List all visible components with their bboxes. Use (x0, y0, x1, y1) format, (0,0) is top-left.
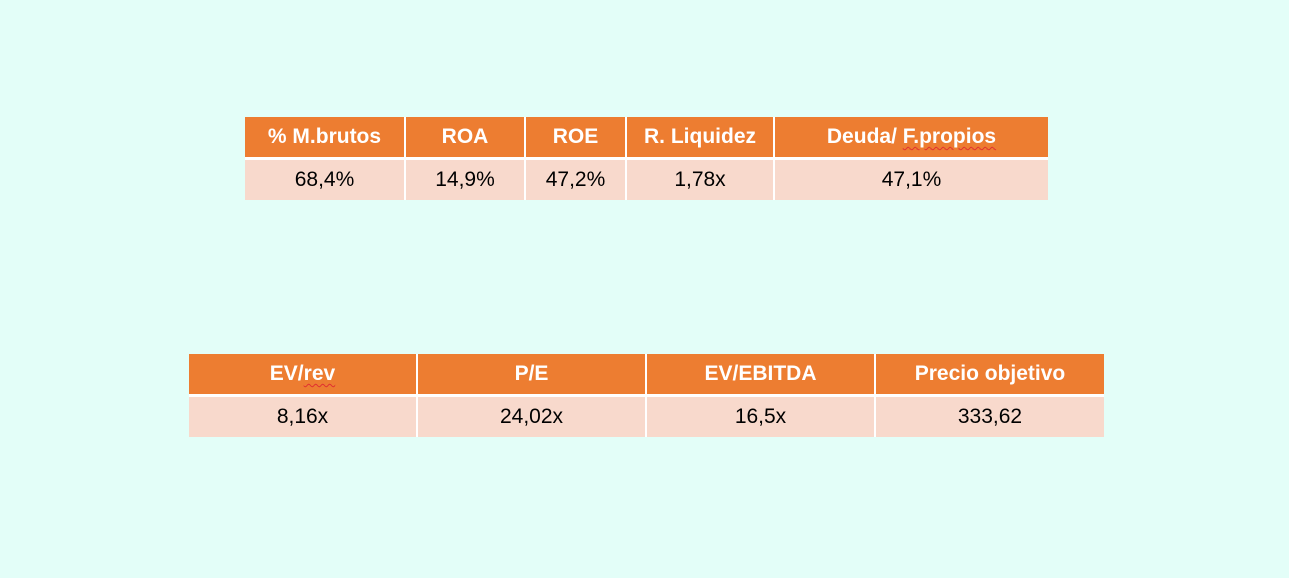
header-target-price: Precio objetivo (876, 354, 1104, 397)
value-gross-margin: 68,4% (245, 160, 406, 200)
header-debt-to-equity: Deuda/ F.propios (775, 117, 1048, 160)
financial-ratios-table: % M.brutos ROA ROE R. Liquidez Deuda/ F.… (245, 117, 1048, 200)
value-liquidity-ratio: 1,78x (627, 160, 775, 200)
value-ev-ebitda: 16,5x (647, 397, 876, 437)
header-pe: P/E (418, 354, 647, 397)
header-debt-to-equity-part2: F.propios (902, 125, 997, 148)
header-ev-ebitda: EV/EBITDA (647, 354, 876, 397)
header-roa: ROA (406, 117, 526, 160)
value-roe: 47,2% (526, 160, 627, 200)
table-row: 68,4% 14,9% 47,2% 1,78x 47,1% (245, 160, 1048, 200)
value-ev-revenue: 8,16x (189, 397, 418, 437)
table-header-row: EV/rev P/E EV/EBITDA Precio objetivo (189, 354, 1104, 397)
header-roe: ROE (526, 117, 627, 160)
table-row: 8,16x 24,02x 16,5x 333,62 (189, 397, 1104, 437)
value-debt-to-equity: 47,1% (775, 160, 1048, 200)
header-gross-margin: % M.brutos (245, 117, 406, 160)
header-ev-revenue: EV/rev (189, 354, 418, 397)
value-pe: 24,02x (418, 397, 647, 437)
header-ev-revenue-part1: EV/ (269, 362, 304, 385)
valuation-multiples-table: EV/rev P/E EV/EBITDA Precio objetivo 8,1… (189, 354, 1104, 437)
header-debt-to-equity-part1: Deuda/ (826, 125, 903, 148)
table-header-row: % M.brutos ROA ROE R. Liquidez Deuda/ F.… (245, 117, 1048, 160)
value-roa: 14,9% (406, 160, 526, 200)
header-ev-revenue-part2: rev (303, 362, 336, 385)
header-liquidity-ratio: R. Liquidez (627, 117, 775, 160)
value-target-price: 333,62 (876, 397, 1104, 437)
